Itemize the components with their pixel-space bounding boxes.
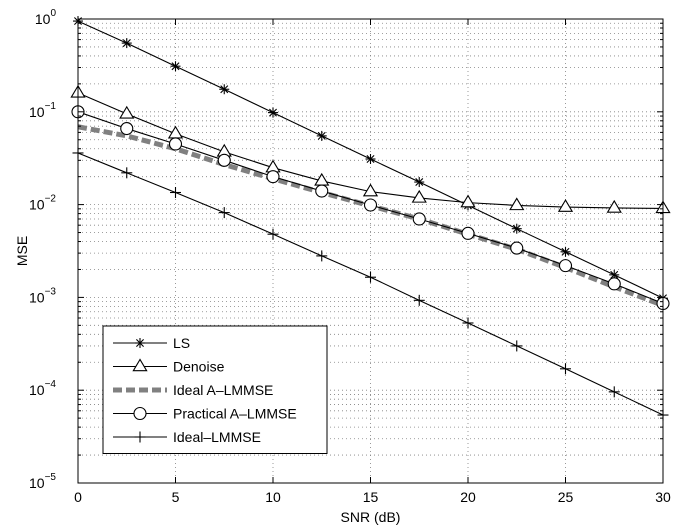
- legend-item-practical-a-lmmse: Practical A–LMMSE: [113, 406, 297, 422]
- data-point-denoise: [362, 183, 379, 197]
- x-tick-label: 5: [172, 489, 180, 505]
- data-point-ls: [511, 223, 522, 234]
- legend-marker-ideal-lmmse: [134, 431, 146, 443]
- y-tick-label: 100: [35, 8, 57, 27]
- data-point-ideal-lmmse: [267, 228, 279, 240]
- y-tick-label: 10−2: [29, 194, 56, 213]
- legend-label-ls: LS: [173, 335, 190, 351]
- x-tick-label: 10: [265, 489, 281, 505]
- data-point-denoise: [119, 105, 135, 119]
- data-point-practical-a-lmmse: [266, 170, 280, 184]
- data-point-ideal-lmmse: [608, 386, 620, 398]
- x-tick-label: 20: [460, 489, 476, 505]
- legend-label-ideal-a-lmmse: Ideal A–LMMSE: [173, 382, 273, 398]
- data-point-ideal-lmmse: [121, 167, 133, 179]
- data-point-practical-a-lmmse: [168, 137, 183, 151]
- data-point-ideal-lmmse: [218, 207, 230, 219]
- legend-label-practical-a-lmmse: Practical A–LMMSE: [173, 406, 297, 422]
- legend-item-ideal-lmmse: Ideal–LMMSE: [113, 429, 261, 445]
- data-point-practical-a-lmmse: [217, 153, 231, 167]
- data-point-ls: [316, 130, 327, 141]
- legend-label-ideal-lmmse: Ideal–LMMSE: [173, 429, 261, 445]
- legend-marker-denoise: [132, 358, 148, 372]
- x-tick-label: 15: [363, 489, 379, 505]
- data-point-practical-a-lmmse: [558, 259, 573, 273]
- data-point-ideal-lmmse: [511, 340, 523, 352]
- series-denoise: [70, 84, 671, 214]
- legend-marker-ls: [135, 338, 145, 348]
- data-point-practical-a-lmmse: [363, 198, 378, 212]
- x-tick-label: 0: [74, 489, 82, 505]
- legend-item-denoise: Denoise: [113, 358, 225, 375]
- tick-labels: 0 5 10 15 20 25 30 100 10−1 10−2 10−3 10−4 10−5: [29, 8, 671, 505]
- series-ls: [73, 16, 668, 304]
- series-layer: [70, 16, 671, 421]
- x-tick-label: 30: [655, 489, 671, 505]
- data-point-denoise: [460, 194, 476, 208]
- data-point-practical-a-lmmse: [315, 184, 329, 198]
- data-point-ideal-lmmse: [365, 271, 376, 283]
- y-tick-label: 10−3: [29, 286, 56, 305]
- data-point-practical-a-lmmse: [120, 121, 134, 136]
- data-point-ideal-lmmse: [462, 317, 474, 329]
- series-practical-a-lmmse: [71, 105, 670, 311]
- y-tick-label: 10−4: [29, 379, 56, 398]
- x-axis-title: SNR (dB): [341, 509, 401, 525]
- data-point-denoise: [509, 197, 525, 211]
- legend: LS Denoise Ideal A–LMMSE Practical A–LMMSE I…: [102, 325, 328, 454]
- legend-label-denoise: Denoise: [173, 359, 225, 375]
- data-point-ideal-lmmse: [170, 187, 181, 199]
- data-point-practical-a-lmmse: [461, 226, 475, 240]
- data-point-ls: [365, 154, 376, 165]
- y-tick-label: 10−1: [29, 101, 56, 120]
- data-point-denoise: [411, 189, 427, 203]
- ticks: [77, 18, 664, 484]
- data-point-denoise: [557, 199, 574, 212]
- data-point-practical-a-lmmse: [607, 277, 621, 291]
- data-point-ls: [219, 84, 230, 95]
- data-point-ideal-lmmse: [413, 294, 425, 306]
- data-point-ls: [268, 107, 278, 118]
- legend-item-ideal-a-lmmse: Ideal A–LMMSE: [113, 382, 273, 398]
- y-tick-label: 10−5: [29, 472, 56, 491]
- legend-item-ls: LS: [113, 335, 190, 351]
- data-point-ls: [121, 38, 132, 49]
- data-point-practical-a-lmmse: [412, 212, 426, 226]
- data-point-ideal-lmmse: [316, 250, 328, 262]
- data-point-ls: [414, 177, 425, 188]
- data-point-practical-a-lmmse: [510, 241, 524, 255]
- y-axis-title: MSE: [14, 236, 30, 266]
- legend-marker-practical-a-lmmse: [133, 406, 147, 421]
- data-point-denoise: [606, 199, 622, 213]
- data-point-ls: [170, 61, 181, 72]
- data-point-ls: [560, 246, 571, 257]
- data-point-ideal-lmmse: [560, 363, 571, 375]
- x-tick-label: 25: [558, 489, 574, 505]
